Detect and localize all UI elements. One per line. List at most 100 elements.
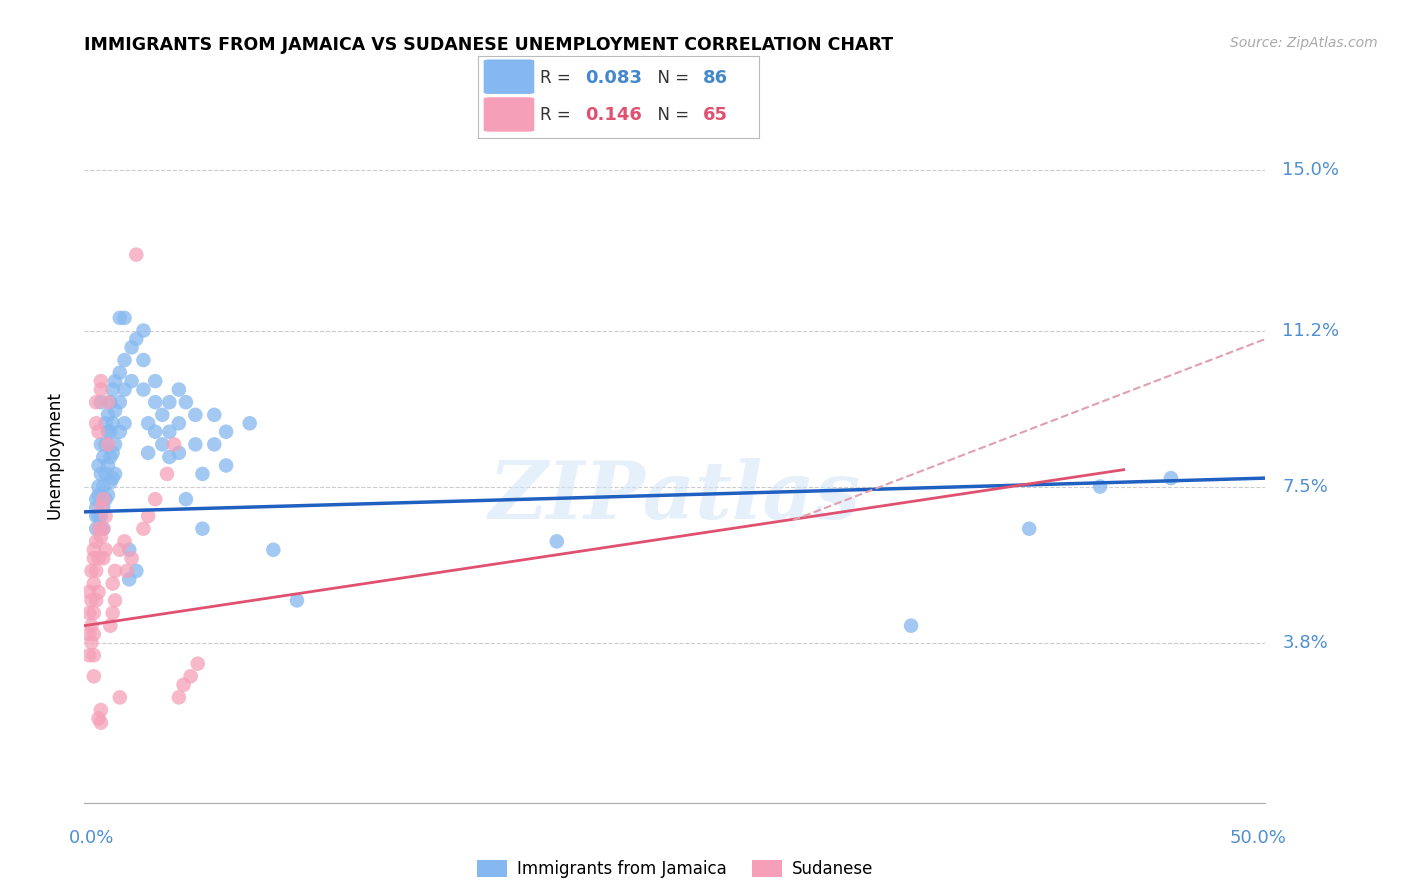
Point <box>167 417 190 431</box>
Point <box>90 395 112 409</box>
Point <box>83 542 105 557</box>
Point <box>98 425 121 439</box>
Point <box>167 690 190 705</box>
Text: N =: N = <box>647 106 695 124</box>
Text: 86: 86 <box>703 69 728 87</box>
Point <box>157 450 180 464</box>
Point <box>80 635 103 649</box>
Point <box>90 374 112 388</box>
Point <box>77 606 100 620</box>
Point <box>1088 479 1111 493</box>
Point <box>187 657 209 671</box>
Point <box>91 492 114 507</box>
Point <box>132 383 155 397</box>
Point <box>101 446 124 460</box>
Point <box>114 383 136 397</box>
Legend: Immigrants from Jamaica, Sudanese: Immigrants from Jamaica, Sudanese <box>470 854 880 885</box>
Point <box>87 711 110 725</box>
Text: N =: N = <box>647 69 695 87</box>
Point <box>90 467 112 481</box>
Point <box>132 353 155 368</box>
Text: R =: R = <box>540 106 576 124</box>
Point <box>87 585 110 599</box>
Point <box>184 437 207 451</box>
Point <box>97 488 120 502</box>
Point <box>87 425 110 439</box>
Point <box>90 703 112 717</box>
Point <box>121 551 143 566</box>
Point <box>108 690 131 705</box>
Point <box>94 509 117 524</box>
Point <box>94 417 117 431</box>
Point <box>94 492 117 507</box>
Point <box>98 450 121 464</box>
Point <box>83 551 105 566</box>
Point <box>83 669 105 683</box>
Text: 0.083: 0.083 <box>585 69 643 87</box>
Point <box>156 467 179 481</box>
Point <box>90 530 112 544</box>
Point <box>215 425 238 439</box>
Y-axis label: Unemployment: Unemployment <box>45 391 63 519</box>
Point <box>118 572 141 586</box>
Point <box>77 648 100 663</box>
Point <box>87 522 110 536</box>
Point <box>184 408 207 422</box>
Text: 0.146: 0.146 <box>585 106 641 124</box>
Point <box>1160 471 1182 485</box>
Point <box>83 606 105 620</box>
Point <box>174 492 197 507</box>
Point <box>84 564 107 578</box>
Point <box>114 417 136 431</box>
Point <box>114 310 136 325</box>
Point <box>87 488 110 502</box>
Point <box>202 437 225 451</box>
Point <box>115 564 138 578</box>
Point <box>132 522 155 536</box>
Point <box>83 576 105 591</box>
Point <box>174 395 197 409</box>
Point <box>157 425 180 439</box>
Point <box>91 551 114 566</box>
Point <box>215 458 238 473</box>
Point <box>84 534 107 549</box>
Point <box>101 606 124 620</box>
Point <box>84 509 107 524</box>
Point <box>202 408 225 422</box>
Text: 7.5%: 7.5% <box>1282 477 1329 496</box>
Point <box>546 534 568 549</box>
Point <box>136 509 159 524</box>
Point <box>84 395 107 409</box>
Point <box>121 374 143 388</box>
Point <box>94 542 117 557</box>
Point <box>167 383 190 397</box>
Point <box>108 310 131 325</box>
Point <box>77 585 100 599</box>
Point <box>136 446 159 460</box>
Point <box>84 500 107 515</box>
Point <box>101 576 124 591</box>
Point <box>87 551 110 566</box>
Point <box>91 450 114 464</box>
Point <box>114 534 136 549</box>
Point <box>91 522 114 536</box>
Point <box>104 593 127 607</box>
Point <box>91 500 114 515</box>
Point <box>163 437 186 451</box>
Point <box>143 395 166 409</box>
Point <box>83 648 105 663</box>
Point <box>80 618 103 632</box>
Text: IMMIGRANTS FROM JAMAICA VS SUDANESE UNEMPLOYMENT CORRELATION CHART: IMMIGRANTS FROM JAMAICA VS SUDANESE UNEM… <box>84 36 893 54</box>
Point <box>104 403 127 417</box>
Point <box>98 618 121 632</box>
Point <box>132 324 155 338</box>
Text: ZIPatlas: ZIPatlas <box>489 458 860 535</box>
Point <box>90 500 112 515</box>
Text: 11.2%: 11.2% <box>1282 321 1340 340</box>
Text: 3.8%: 3.8% <box>1282 633 1329 651</box>
Point <box>101 417 124 431</box>
Point <box>98 395 121 409</box>
Point <box>150 408 173 422</box>
Point <box>94 437 117 451</box>
Point <box>108 395 131 409</box>
